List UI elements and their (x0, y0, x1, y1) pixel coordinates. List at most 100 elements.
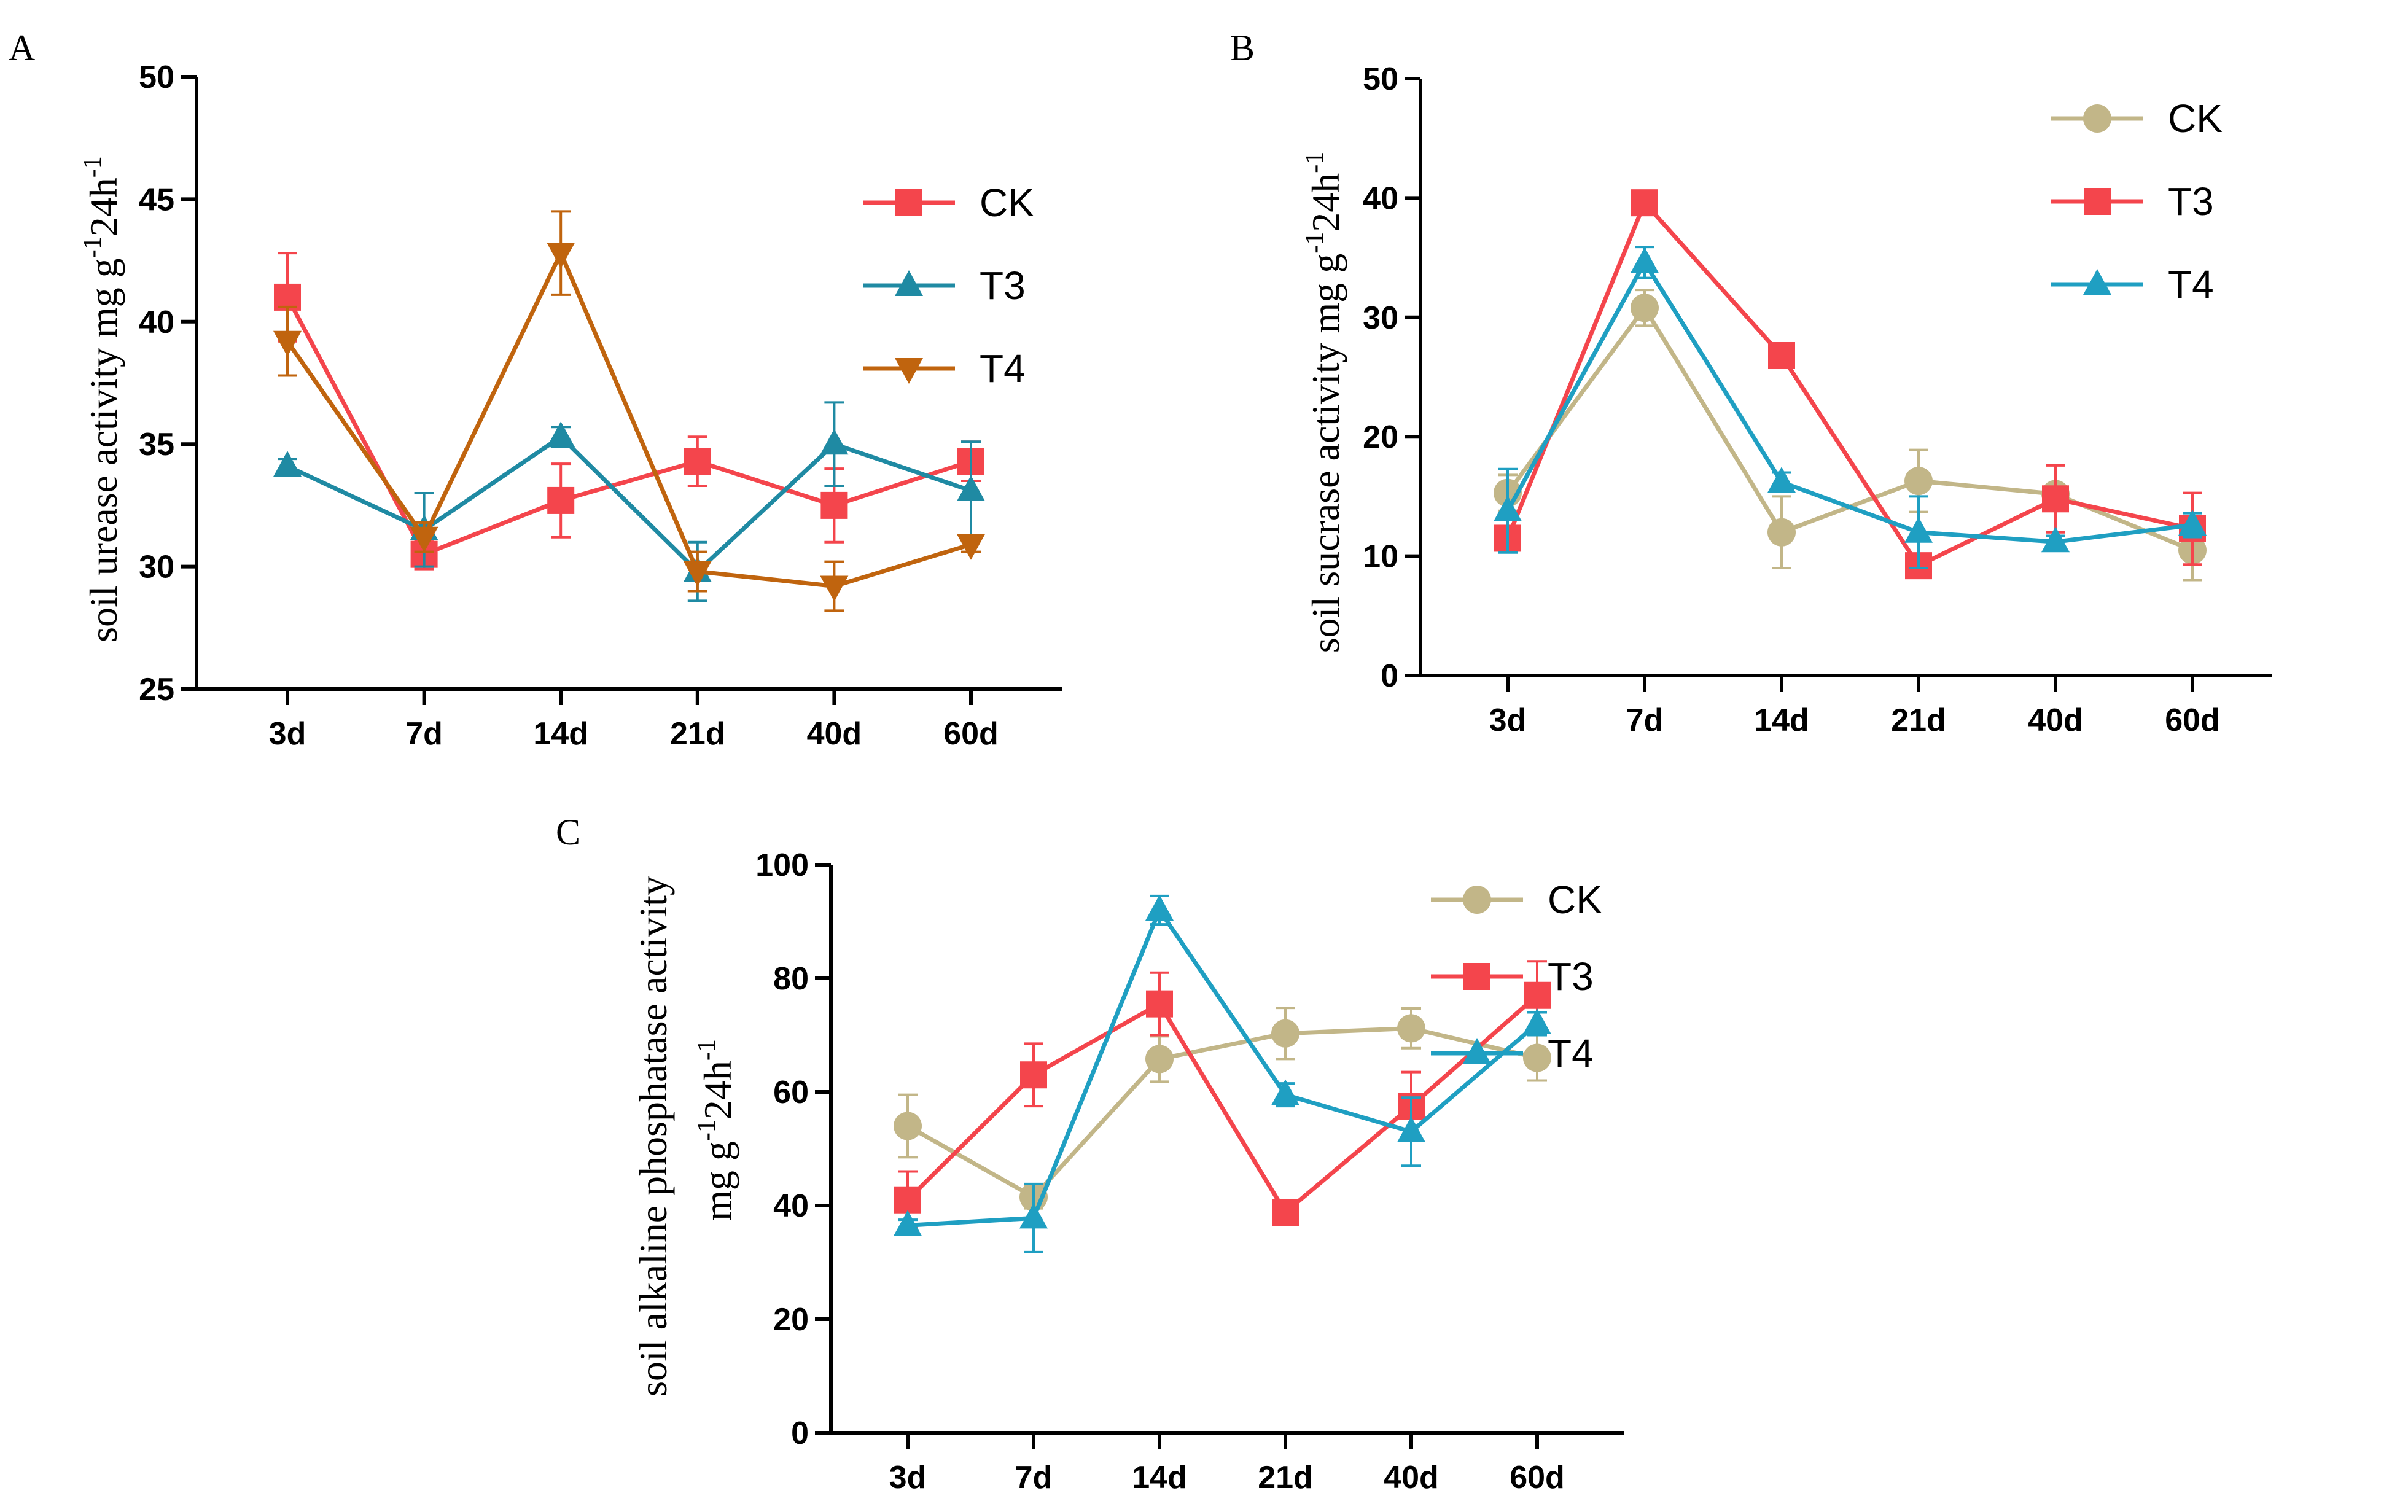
panel-c-legend-t4-label: T4 (1548, 1031, 1594, 1075)
panel-b-legend-t3-label: T3 (2168, 179, 2214, 224)
panel-a-y-tick-label-0: 25 (139, 672, 174, 707)
panel-c-ylabel-sup2: -1 (693, 1039, 721, 1061)
panel-b-x-ticks: 3d 7d 14d 21d 40d 60d (1489, 676, 2220, 738)
panel-a-series-t3-marker-2 (547, 421, 575, 448)
panel-b-x-tick-label-3: 21d (1891, 703, 1946, 738)
panel-b-series-t4-marker-5 (2178, 510, 2207, 536)
panel-a-ylabel-mid: 24h (82, 177, 125, 236)
panel-c-ylabel-main: mg g (696, 1141, 739, 1221)
panel-c-series-ck-marker-5 (1523, 1043, 1551, 1072)
panel-a-y-axis-label: soil urease activity mg g-124h-1 (79, 156, 125, 642)
panel-a-x-tick-label-2: 14d (533, 716, 588, 752)
panel-a-y-ticks: 25 30 35 40 45 50 (139, 60, 197, 707)
svg-text:soil sucrase activity mg g-124: soil sucrase activity mg g-124h-1 (1301, 152, 1347, 653)
panel-a-series-ck (274, 252, 984, 571)
panel-c-ylabel-line1: soil alkaline phosphatase activity (631, 876, 675, 1397)
panel-a-ylabel-sup1: -1 (79, 236, 107, 258)
panel-c-series-ck-marker-4 (1397, 1014, 1425, 1043)
svg-text:mg g-124h-1: mg g-124h-1 (693, 1039, 739, 1221)
panel-c-series-t3-marker-2 (1146, 990, 1173, 1018)
panel-c-series-ck-line (906, 1026, 1538, 1199)
panel-c-y-tick-label-1: 20 (773, 1302, 809, 1338)
panel-b-legend-t3-item: T3 (2051, 179, 2214, 224)
panel-c-x-tick-label-1: 7d (1015, 1460, 1053, 1495)
panel-a-y-tick-label-5: 50 (139, 60, 174, 95)
panel-c-legend-t4-item: T4 (1431, 1031, 1594, 1075)
panel-b-series-t4 (1494, 246, 2207, 570)
panel-b-legend-ck-marker-swatch (2083, 104, 2111, 133)
panel-a-x-tick-label-3: 21d (670, 716, 725, 752)
panel-b-x-tick-label-5: 60d (2165, 703, 2220, 738)
panel-a-series-t4-marker-0 (273, 330, 302, 357)
panel-c-legend-ck-label: CK (1548, 878, 1602, 922)
panel-b-series-t4-marker-1 (1631, 247, 1659, 273)
panel-a-legend-t4-item: T4 (863, 346, 1026, 391)
panel-a-x-tick-label-1: 7d (405, 716, 443, 752)
panel-b-y-tick-label-5: 50 (1363, 61, 1398, 97)
panel-c-series-t3-marker-3 (1272, 1199, 1299, 1226)
panel-c-series-t4 (894, 894, 1551, 1253)
panel-c-y-tick-label-5: 100 (755, 848, 809, 883)
panel-b-series-t4-line (1505, 260, 2193, 544)
panel-b-ylabel-sup1: -1 (1301, 232, 1329, 254)
panel-b-series-t4-marker-3 (1904, 516, 1933, 543)
panel-c-legend-t3-item: T3 (1431, 954, 1594, 999)
panel-a-legend: CK T3 T4 (863, 181, 1034, 391)
panel-b-series-t3-marker-2 (1768, 342, 1795, 370)
panel-a-x-tick-label-0: 3d (269, 716, 306, 752)
panel-a-x-ticks: 3d 7d 14d 21d 40d 60d (269, 689, 999, 752)
panel-b-y-axis-label: soil sucrase activity mg g-124h-1 (1301, 152, 1347, 653)
panel-b-legend-t4-marker-swatch (2083, 269, 2111, 295)
panel-c-series-t4-marker-2 (1145, 895, 1174, 921)
panel-c-series-t3-marker-1 (1020, 1061, 1047, 1089)
svg-text:soil urease activity mg g-124h: soil urease activity mg g-124h-1 (79, 156, 125, 642)
panel-b-legend-t4-item: T4 (2051, 262, 2214, 306)
panel-a-legend-t3-label: T3 (980, 263, 1026, 308)
panel-c-y-ticks: 0 20 40 60 80 100 (755, 848, 831, 1451)
panel-a-series-t3-marker-4 (820, 429, 849, 455)
panel-b-legend-t3-marker-swatch (2084, 188, 2111, 215)
panel-b-letter: B (1230, 28, 1255, 68)
panel-c-y-axis-label-line2: mg g-124h-1 (693, 1039, 739, 1221)
panel-a-legend-ck-label: CK (980, 181, 1034, 225)
panel-a-letter: A (9, 28, 35, 68)
panel-a-series-t3-marker-0 (273, 451, 302, 477)
panel-c-series-t3-line (906, 994, 1539, 1215)
panel-b-ylabel-sup2: -1 (1301, 152, 1329, 173)
panel-b-ylabel-main: soil sucrase activity mg g (1304, 254, 1347, 653)
panel-a-axes (195, 77, 1062, 691)
panel-a-legend-t4-label: T4 (980, 346, 1026, 391)
panel-c-y-axis-label-line1: soil alkaline phosphatase activity (631, 876, 675, 1397)
panel-a-series-t3-line (286, 434, 972, 574)
panel-b-series-ck-marker-1 (1631, 294, 1659, 322)
panel-c-legend-ck-marker-swatch (1463, 886, 1491, 914)
panel-c-legend: CK T3 T4 (1431, 878, 1602, 1075)
panel-c-legend-t3-label: T3 (1548, 954, 1594, 999)
panel-c-y-tick-label-2: 40 (773, 1188, 809, 1224)
panel-a-legend-t4-marker-swatch (895, 358, 923, 384)
panel-a-series-t4-marker-2 (547, 243, 575, 269)
panel-a-series-t3-marker-5 (957, 475, 985, 501)
panel-b-series-ck-line (1506, 305, 2194, 553)
panel-c-series-t4-line (907, 908, 1539, 1228)
panel-b-legend: CK T3 T4 (2051, 96, 2223, 306)
panel-c-series-ck-marker-2 (1145, 1045, 1174, 1074)
panel-c-y-tick-label-0: 0 (791, 1416, 809, 1451)
panel-b-x-tick-label-4: 40d (2028, 703, 2083, 738)
panel-c-ylabel-sup1: -1 (693, 1120, 721, 1141)
panel-c-legend-t3-marker-swatch (1463, 963, 1490, 990)
panel-c-x-tick-label-3: 21d (1258, 1460, 1313, 1495)
panel-b-x-tick-label-0: 3d (1489, 703, 1527, 738)
panel-b-y-tick-label-1: 10 (1363, 539, 1398, 575)
panel-c-x-tick-label-2: 14d (1132, 1460, 1187, 1495)
panel-a-x-tick-label-4: 40d (807, 716, 862, 752)
panel-a-series-ck-marker-3 (684, 448, 711, 475)
panel-b-series-ck-marker-2 (1767, 518, 1796, 547)
panel-b-x-tick-label-2: 14d (1754, 703, 1809, 738)
panel-c-x-ticks: 3d 7d 14d 21d 40d 60d (889, 1433, 1565, 1495)
panel-c-x-tick-label-0: 3d (889, 1460, 927, 1495)
panel-c-y-tick-label-4: 80 (773, 961, 809, 997)
panel-b-ylabel-mid: 24h (1304, 173, 1347, 232)
panel-c-series-ck-marker-0 (894, 1112, 922, 1140)
